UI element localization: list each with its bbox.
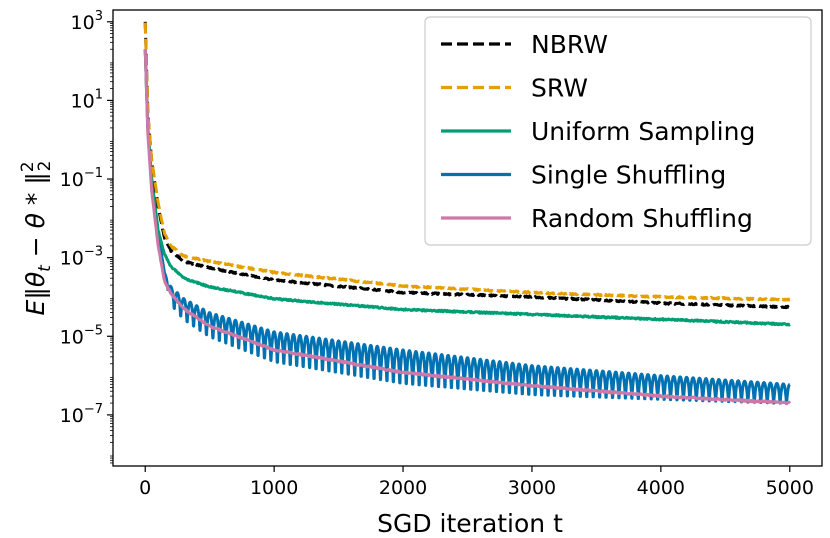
series-layer: [143, 21, 792, 406]
y-tick-label: 101: [71, 87, 103, 112]
x-axis-label: SGD iteration t: [377, 509, 563, 538]
x-axis-ticks: 0 1000 2000 3000 4000 5000: [139, 466, 814, 499]
series-line-random-shuffling: [143, 49, 792, 406]
y-tick-label: 10−7: [60, 402, 103, 427]
y-tick-label: 10−1: [60, 166, 103, 191]
x-tick-label: 4000: [637, 477, 685, 499]
plot-area-frame: [112, 9, 823, 467]
x-tick-label: 0: [139, 477, 151, 499]
y-tick-label: 10−5: [60, 323, 103, 348]
legend-box: [424, 16, 812, 246]
legend-label-srw: SRW: [531, 74, 588, 103]
legend-label-single-shuffling: Single Shuffling: [531, 161, 726, 190]
legend-label-nbrw: NBRW: [531, 30, 608, 59]
y-axis-label: E‖θt − θ * ‖22: [18, 161, 55, 316]
series-line-srw: [143, 22, 791, 302]
legend-label-random-shuffling: Random Shuffling: [531, 204, 753, 233]
svg-text:E‖θt − θ * ‖22: E‖θt − θ * ‖22: [18, 161, 55, 316]
x-tick-label: 5000: [766, 477, 814, 499]
series-line-single-shuffling: [143, 49, 791, 405]
legend: NBRW SRW Uniform Sampling Single Shuffling R…: [424, 16, 812, 246]
y-tick-label: 103: [71, 9, 103, 34]
y-axis-ticks: 103 101 10−1 10−3 10−5 10−7: [60, 9, 113, 464]
legend-label-uniform-sampling: Uniform Sampling: [531, 117, 755, 146]
x-tick-label: 1000: [250, 477, 298, 499]
series-line-uniform-sampling: [143, 49, 791, 327]
x-tick-label: 2000: [379, 477, 427, 499]
series-line-nbrw: [143, 21, 791, 310]
x-tick-label: 3000: [508, 477, 556, 499]
y-tick-label: 10−3: [60, 245, 103, 270]
